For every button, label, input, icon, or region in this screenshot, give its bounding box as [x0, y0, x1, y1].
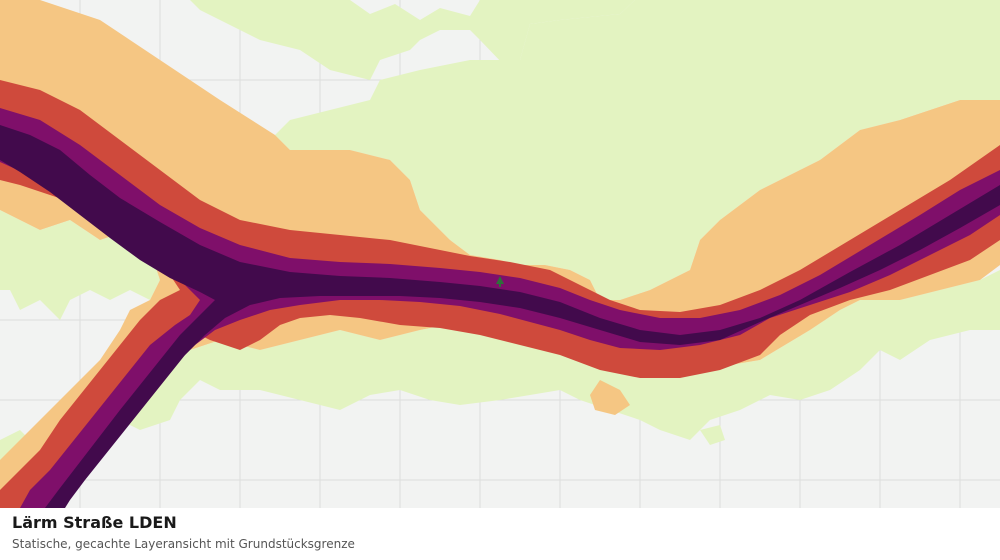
map-caption: Lärm Straße LDEN Statische, gecachte Lay… — [0, 508, 1000, 560]
noise-band-very-high — [0, 108, 1000, 508]
map-title: Lärm Straße LDEN — [12, 513, 177, 532]
noise-band-extreme — [0, 125, 1000, 508]
map-subtitle: Statische, gecachte Layeransicht mit Gru… — [12, 537, 355, 551]
tree-icon[interactable] — [496, 276, 504, 287]
noise-map[interactable] — [0, 0, 1000, 508]
noise-map-canvas — [0, 0, 1000, 508]
noise-band-mid — [0, 0, 1000, 508]
noise-band-low — [0, 0, 1000, 480]
